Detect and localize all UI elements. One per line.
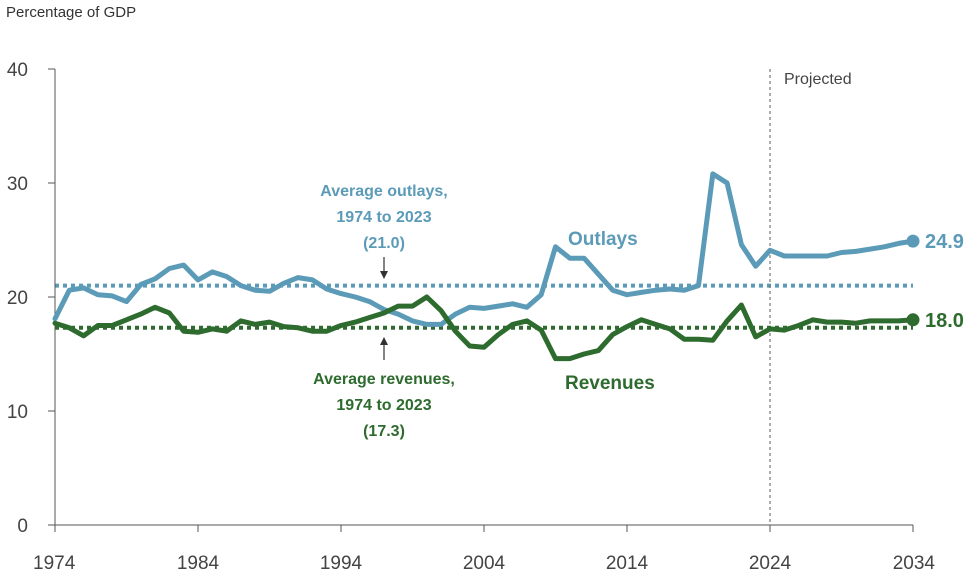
projected-label: Projected: [784, 71, 852, 88]
x-tick-label: 2034: [893, 553, 936, 574]
x-tick-label: 1974: [33, 553, 76, 574]
average-outlays-label-line: (21.0): [363, 235, 405, 252]
average-outlays-label-line: 1974 to 2023: [336, 209, 431, 226]
revenues-end-marker: [906, 313, 920, 327]
average-outlays-arrowhead: [380, 271, 388, 279]
average-revenues-label-line: Average revenues,: [313, 371, 455, 388]
y-tick-label: 30: [7, 174, 28, 195]
x-tick-label: 2004: [463, 553, 506, 574]
outlays-series-label: Outlays: [568, 229, 638, 250]
y-tick-label: 20: [7, 288, 28, 309]
x-tick-label: 2024: [749, 553, 792, 574]
average-outlays-label-line: Average outlays,: [320, 183, 447, 200]
average-revenues-label-line: (17.3): [363, 423, 405, 440]
projected-divider: Projected: [769, 69, 852, 525]
revenues-end-value-label: 18.0: [925, 310, 964, 332]
y-tick-label: 0: [17, 516, 28, 537]
data-series: 24.9 18.0: [52, 171, 964, 362]
chart-annotations: Outlays Revenues Average outlays, 1974 to 2…: [313, 183, 655, 440]
average-revenues-label-line: 1974 to 2023: [336, 397, 431, 414]
outlays-end-marker: [906, 234, 920, 248]
x-tick-label: 1994: [320, 553, 363, 574]
x-tick-label: 2014: [606, 553, 649, 574]
outlays-series-line: [52, 171, 916, 327]
revenues-series-line: [52, 294, 916, 362]
y-tick-label: 10: [7, 402, 28, 423]
outlays-end-value-label: 24.9: [925, 231, 964, 253]
chart-axes: 0 10 20 30 40 1974 1984 1994 2004 2014 2024 2034: [7, 60, 936, 574]
average-revenues-arrowhead: [380, 337, 388, 345]
x-tick-label: 1984: [177, 553, 220, 574]
revenues-series-label: Revenues: [565, 373, 655, 394]
y-tick-label: 40: [7, 60, 28, 81]
y-axis-unit-label: Percentage of GDP: [6, 4, 137, 21]
